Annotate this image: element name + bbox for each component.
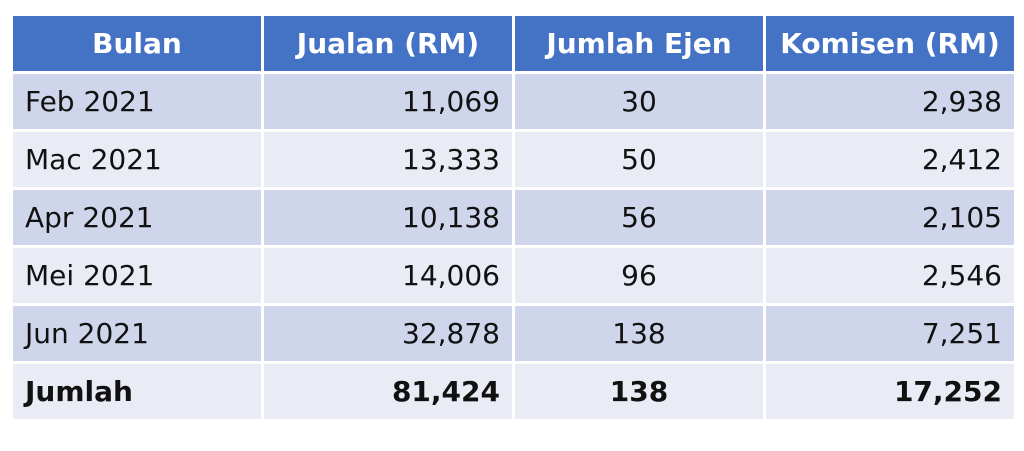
header-cell: Jumlah Ejen — [515, 16, 763, 71]
table-cell: 50 — [515, 132, 763, 187]
table-cell: Apr 2021 — [13, 190, 261, 245]
total-cell: 81,424 — [264, 364, 512, 419]
table-cell: 13,333 — [264, 132, 512, 187]
table-row: Jun 2021 32,878 138 7,251 — [13, 306, 1014, 361]
table-row: Mei 2021 14,006 96 2,546 — [13, 248, 1014, 303]
table-cell: Jun 2021 — [13, 306, 261, 361]
total-cell: 17,252 — [766, 364, 1014, 419]
table-cell: 10,138 — [264, 190, 512, 245]
table-header: Bulan Jualan (RM) Jumlah Ejen Komisen (RM) — [13, 16, 1014, 71]
table-cell: Mei 2021 — [13, 248, 261, 303]
table-row: Apr 2021 10,138 56 2,105 — [13, 190, 1014, 245]
table-body: Feb 2021 11,069 30 2,938 Mac 2021 13,333 50 2,4… — [13, 74, 1014, 419]
table-cell: 138 — [515, 306, 763, 361]
total-row: Jumlah 81,424 138 17,252 — [13, 364, 1014, 419]
total-cell: Jumlah — [13, 364, 261, 419]
total-cell: 138 — [515, 364, 763, 419]
header-cell: Komisen (RM) — [766, 16, 1014, 71]
table-cell: 2,546 — [766, 248, 1014, 303]
sales-table: Bulan Jualan (RM) Jumlah Ejen Komisen (RM) … — [10, 13, 1017, 422]
table-row: Mac 2021 13,333 50 2,412 — [13, 132, 1014, 187]
table-cell: 56 — [515, 190, 763, 245]
table-cell: 2,105 — [766, 190, 1014, 245]
table-cell: Feb 2021 — [13, 74, 261, 129]
table-cell: Mac 2021 — [13, 132, 261, 187]
table-cell: 2,938 — [766, 74, 1014, 129]
table-cell: 2,412 — [766, 132, 1014, 187]
table-cell: 32,878 — [264, 306, 512, 361]
table-cell: 7,251 — [766, 306, 1014, 361]
table-cell: 30 — [515, 74, 763, 129]
header-row: Bulan Jualan (RM) Jumlah Ejen Komisen (RM) — [13, 16, 1014, 71]
table-cell: 14,006 — [264, 248, 512, 303]
header-cell: Bulan — [13, 16, 261, 71]
table-cell: 96 — [515, 248, 763, 303]
table-cell: 11,069 — [264, 74, 512, 129]
header-cell: Jualan (RM) — [264, 16, 512, 71]
table-row: Feb 2021 11,069 30 2,938 — [13, 74, 1014, 129]
